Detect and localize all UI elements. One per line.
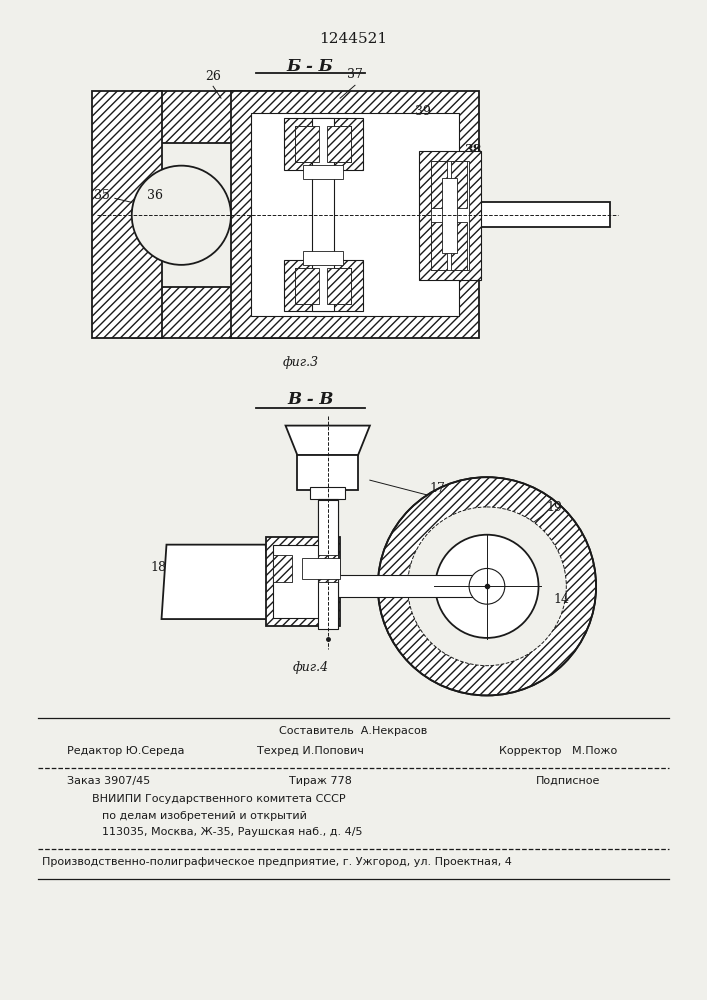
Bar <box>296 268 351 304</box>
Text: Техред И.Попович: Техред И.Попович <box>257 746 364 756</box>
Bar <box>284 118 363 170</box>
Text: 18: 18 <box>151 561 166 574</box>
Bar <box>419 151 481 280</box>
Bar <box>303 558 340 579</box>
Bar <box>298 455 358 490</box>
Text: Тираж 778: Тираж 778 <box>289 776 351 786</box>
Text: фиг.3: фиг.3 <box>282 356 318 369</box>
Polygon shape <box>286 426 370 455</box>
Polygon shape <box>161 545 271 619</box>
Bar <box>303 165 343 179</box>
Circle shape <box>469 568 505 604</box>
Circle shape <box>132 166 231 265</box>
Bar <box>431 161 448 208</box>
Text: 37: 37 <box>347 68 363 81</box>
Bar <box>273 555 293 582</box>
Text: Подписное: Подписное <box>536 776 600 786</box>
Text: фиг.4: фиг.4 <box>292 661 329 674</box>
Text: 36: 36 <box>146 189 163 202</box>
Bar <box>481 202 610 227</box>
Text: 17: 17 <box>429 482 445 495</box>
Text: Производственно-полиграфическое предприятие, г. Ужгород, ул. Проектная, 4: Производственно-полиграфическое предприя… <box>42 857 513 867</box>
Bar <box>431 161 469 270</box>
Bar <box>273 545 334 618</box>
Bar <box>431 222 448 270</box>
Bar <box>296 126 351 162</box>
Text: 26: 26 <box>205 70 221 83</box>
Bar <box>132 287 305 338</box>
Bar <box>327 126 351 162</box>
Text: 19: 19 <box>547 501 562 514</box>
Bar <box>266 537 340 626</box>
Bar <box>296 126 320 162</box>
Bar <box>251 113 459 316</box>
Bar <box>451 222 467 270</box>
Bar <box>132 91 305 143</box>
Text: Заказ 3907/45: Заказ 3907/45 <box>67 776 151 786</box>
Text: Составитель  А.Некрасов: Составитель А.Некрасов <box>279 726 427 736</box>
Bar <box>318 555 338 582</box>
Bar <box>451 161 467 208</box>
Bar <box>327 268 351 304</box>
Bar <box>303 251 343 265</box>
Bar <box>318 499 338 539</box>
Bar <box>312 118 334 311</box>
Bar <box>92 91 161 338</box>
Text: Б - Б: Б - Б <box>287 58 334 75</box>
Bar <box>284 260 363 311</box>
Circle shape <box>378 477 596 695</box>
Bar <box>310 487 345 499</box>
Text: 39: 39 <box>414 105 431 118</box>
Bar <box>231 91 479 338</box>
Text: по делам изобретений и открытий: по делам изобретений и открытий <box>102 811 307 821</box>
Bar <box>296 268 320 304</box>
Text: 14: 14 <box>554 593 569 606</box>
Bar <box>338 575 492 597</box>
Text: В - В: В - В <box>287 391 334 408</box>
Text: 1244521: 1244521 <box>319 32 387 46</box>
Circle shape <box>407 507 566 666</box>
Text: 35: 35 <box>94 189 110 202</box>
Text: Редактор Ю.Середа: Редактор Ю.Середа <box>67 746 185 756</box>
Text: 113035, Москва, Ж-35, Раушская наб., д. 4/5: 113035, Москва, Ж-35, Раушская наб., д. … <box>102 827 363 837</box>
Bar <box>318 500 338 629</box>
Text: ВНИИПИ Государственного комитета СССР: ВНИИПИ Государственного комитета СССР <box>92 794 346 804</box>
Bar <box>443 178 457 253</box>
Text: 38: 38 <box>464 144 481 157</box>
Text: Корректор   М.Пожо: Корректор М.Пожо <box>499 746 617 756</box>
Circle shape <box>436 535 539 638</box>
